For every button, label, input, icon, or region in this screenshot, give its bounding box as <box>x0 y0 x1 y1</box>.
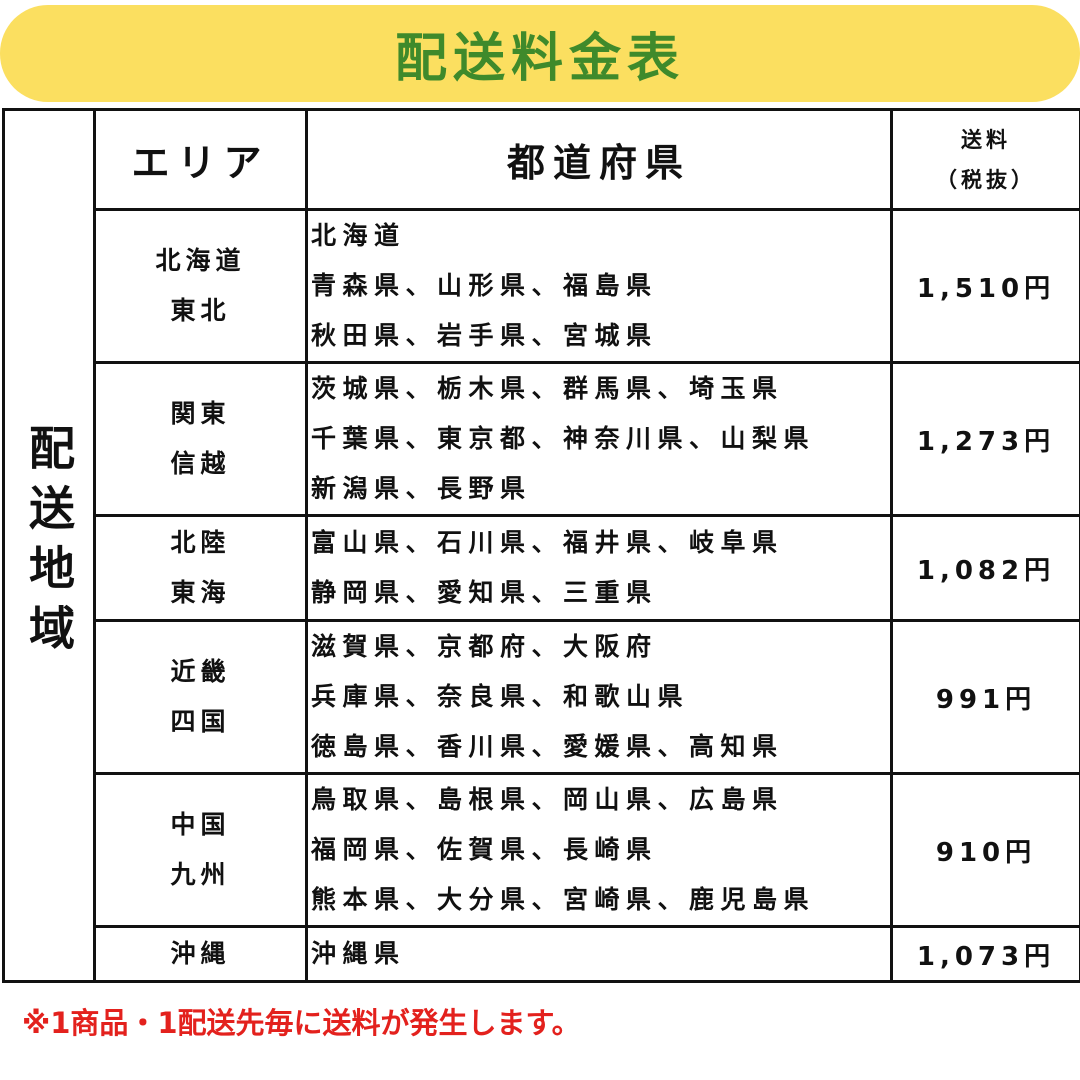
area-cell: 関東 信越 <box>93 361 308 517</box>
header-fee: 送料 （税抜） <box>890 108 1080 211</box>
area-name: 中国 <box>170 810 231 839</box>
prefecture-line: 富山県、石川県、福井県、岐阜県 <box>311 528 784 557</box>
prefecture-line: 鳥取県、島根県、岡山県、広島県 <box>311 785 784 814</box>
prefecture-line: 新潟県、長野県 <box>311 474 532 503</box>
shipping-note: ※1商品・1配送先毎に送料が発生します。 <box>22 1006 581 1040</box>
prefectures-cell: 滋賀県、京都府、大阪府兵庫県、奈良県、和歌山県徳島県、香川県、愛媛県、高知県 <box>305 619 893 775</box>
prefecture-line: 兵庫県、奈良県、和歌山県 <box>311 682 690 711</box>
area-name: 近畿 <box>170 657 231 686</box>
prefecture-line: 秋田県、岩手県、宮城県 <box>311 321 658 350</box>
prefectures-cell: 北海道青森県、山形県、福島県 秋田県、岩手県、宮城県 <box>305 208 893 364</box>
prefecture-line: 北海道 <box>311 221 406 250</box>
area-cell: 北陸 東海 <box>93 514 308 622</box>
header-prefectures: 都道府県 <box>305 108 893 211</box>
fee-cell: 910円 <box>890 772 1080 928</box>
area-name: 東海 <box>170 578 231 607</box>
header-fee-line1: 送料 <box>961 127 1011 152</box>
prefecture-line: 滋賀県、京都府、大阪府 <box>311 632 658 661</box>
fee-cell: 991円 <box>890 619 1080 775</box>
prefecture-line: 福岡県、佐賀県、長崎県 <box>311 835 658 864</box>
prefectures-cell: 沖縄県 <box>305 925 893 983</box>
table-row: 中国 九州 鳥取県、島根県、岡山県、広島県 福岡県、佐賀県、長崎県 熊本県、大分県、宮崎… <box>4 772 1080 928</box>
fee-cell: 1,073円 <box>890 925 1080 983</box>
table-header-row: 配送地域 エリア 都道府県 送料 （税抜） <box>2 108 1080 983</box>
prefectures-cell: 富山県、石川県、福井県、岐阜県 静岡県、愛知県、三重県 <box>305 514 893 622</box>
shipping-fee-table: 配送地域 エリア 都道府県 送料 （税抜） 北海道 東北 北海道 青森県、山形県、福島県… <box>2 108 1080 983</box>
prefecture-line: 沖縄県 <box>311 939 406 968</box>
area-name: 信越 <box>170 449 231 478</box>
title-banner: 配送料金表 <box>0 5 1080 102</box>
delivery-region-label: 配送地域 <box>22 423 76 664</box>
fee-cell: 1,273円 <box>890 361 1080 517</box>
fee-cell: 1,510円 <box>890 208 1080 364</box>
area-name: 沖縄 <box>170 939 231 968</box>
table-row: 関東 信越 茨城県、栃木県、群馬県、埼玉県 千葉県、東京都、神奈川県、山梨県 新潟県、長… <box>4 361 1080 517</box>
prefecture-line: 千葉県、東京都、神奈川県、山梨県 <box>311 424 816 453</box>
page-title: 配送料金表 <box>394 29 685 89</box>
area-cell: 中国 九州 <box>93 772 308 928</box>
prefectures-cell: 鳥取県、島根県、岡山県、広島県 福岡県、佐賀県、長崎県熊本県、大分県、宮崎県、鹿児… <box>305 772 893 928</box>
fee-cell: 1,082円 <box>890 514 1080 622</box>
table-row: 北海道 東北 北海道 青森県、山形県、福島県 秋田県、岩手県、宮城県 1,510円 <box>4 208 1080 364</box>
prefecture-line: 熊本県、大分県、宮崎県、鹿児島県 <box>311 885 816 914</box>
prefecture-line: 青森県、山形県、福島県 <box>311 271 658 300</box>
area-name: 関東 <box>170 399 231 428</box>
area-name: 北陸 <box>170 528 231 557</box>
prefecture-line: 徳島県、香川県、愛媛県、高知県 <box>311 732 784 761</box>
area-name: 四国 <box>170 707 231 736</box>
area-name: 東北 <box>170 296 231 325</box>
header-fee-line2: （税抜） <box>936 167 1036 192</box>
table-row: 近畿 四国 滋賀県、京都府、大阪府 兵庫県、奈良県、和歌山県 徳島県、香川県、愛媛県、高… <box>4 619 1080 775</box>
prefectures-cell: 茨城県、栃木県、群馬県、埼玉県千葉県、東京都、神奈川県、山梨県 新潟県、長野県 <box>305 361 893 517</box>
prefecture-line: 静岡県、愛知県、三重県 <box>311 578 658 607</box>
table-row: 沖縄 沖縄県 1,073円 <box>4 925 1080 983</box>
prefecture-line: 茨城県、栃木県、群馬県、埼玉県 <box>311 374 784 403</box>
area-cell: 沖縄 <box>93 925 308 983</box>
table-row: 北陸 東海 富山県、石川県、福井県、岐阜県 静岡県、愛知県、三重県 1,082円 <box>4 514 1080 622</box>
area-cell: 北海道 東北 <box>93 208 308 364</box>
area-name: 北海道 <box>155 246 246 275</box>
header-area: エリア <box>93 108 308 211</box>
area-name: 九州 <box>170 860 231 889</box>
delivery-region-cell: 配送地域 <box>2 108 96 983</box>
area-cell: 近畿 四国 <box>93 619 308 775</box>
